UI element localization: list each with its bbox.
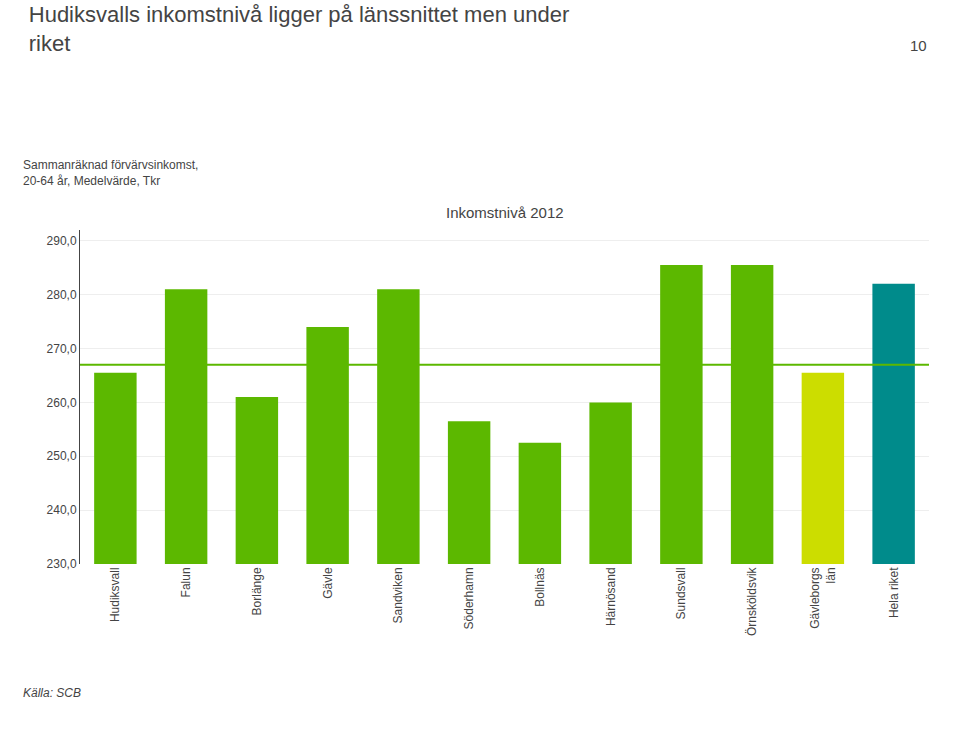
svg-text:Hela riket: Hela riket [887,567,901,618]
svg-text:Söderhamn: Söderhamn [462,567,476,629]
svg-text:280,0: 280,0 [47,288,77,302]
svg-text:250,0: 250,0 [47,449,77,463]
svg-text:Härnösand: Härnösand [604,567,618,626]
svg-text:Gävle: Gävle [321,567,335,599]
svg-text:Sammanräknad förvärvsinkomst,2: Sammanräknad förvärvsinkomst,20-64 år, M… [23,158,198,188]
svg-text:290,0: 290,0 [47,234,77,248]
svg-text:Sundsvall: Sundsvall [674,567,688,619]
svg-text:Örnsköldsvik: Örnsköldsvik [745,566,759,636]
svg-text:Källa: SCB: Källa: SCB [23,686,81,700]
svg-text:Inkomstnivå 2012: Inkomstnivå 2012 [446,204,564,221]
svg-text:Gävleborgslän: Gävleborgslän [808,567,838,628]
svg-text:Bollnäs: Bollnäs [533,567,547,606]
svg-text:230,0: 230,0 [47,557,77,571]
svg-text:270,0: 270,0 [47,342,77,356]
svg-text:Hudiksvall: Hudiksvall [108,567,122,622]
svg-text:260,0: 260,0 [47,396,77,410]
svg-text:Sandviken: Sandviken [391,567,405,623]
svg-text:Falun: Falun [179,567,193,597]
svg-text:10: 10 [910,37,927,54]
svg-text:Hudiksvalls inkomstnivå ligger: Hudiksvalls inkomstnivå ligger på länssn… [29,2,569,56]
svg-text:240,0: 240,0 [47,503,77,517]
svg-text:Borlänge: Borlänge [250,567,264,615]
